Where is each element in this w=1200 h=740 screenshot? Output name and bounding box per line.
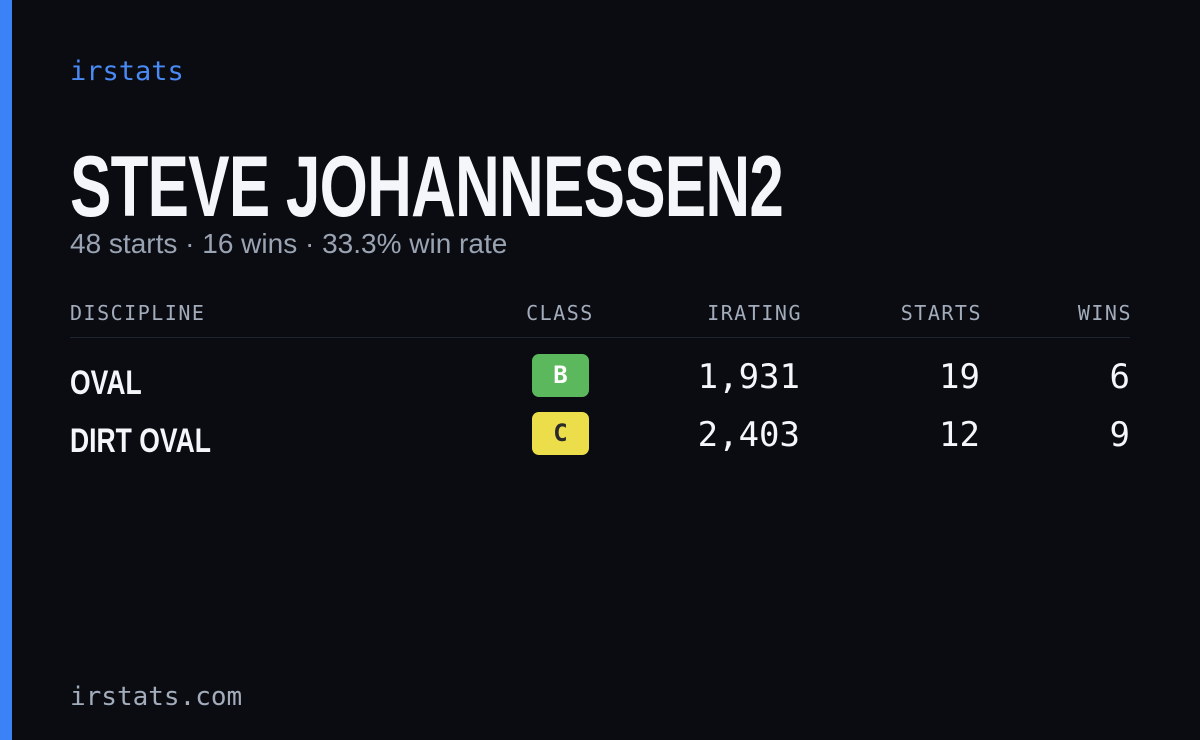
irating: 1,931	[697, 357, 800, 397]
wins: 6	[1109, 357, 1130, 397]
column-header: DISCIPLINE	[70, 301, 206, 325]
driver-name: STEVE JOHANNESSEN2	[70, 139, 784, 235]
discipline: DIRT OVAL	[70, 422, 211, 460]
column-header: CLASS	[526, 301, 594, 325]
discipline: OVAL	[70, 364, 142, 402]
summary: 48 starts · 16 wins · 33.3% win rate	[70, 228, 508, 259]
header-divider	[70, 337, 1130, 338]
class-badge: C	[532, 412, 589, 455]
column-header: IRATING	[707, 301, 802, 325]
accent-bar	[0, 0, 12, 740]
starts: 12	[939, 415, 980, 455]
wins: 9	[1109, 415, 1130, 455]
class-badge: B	[532, 354, 589, 397]
column-header: STARTS	[900, 301, 982, 325]
brand: irstats	[70, 56, 184, 87]
footer-url: irstats.com	[70, 682, 243, 712]
starts: 19	[939, 357, 980, 397]
column-header: WINS	[1077, 301, 1132, 325]
irating: 2,403	[697, 415, 800, 455]
